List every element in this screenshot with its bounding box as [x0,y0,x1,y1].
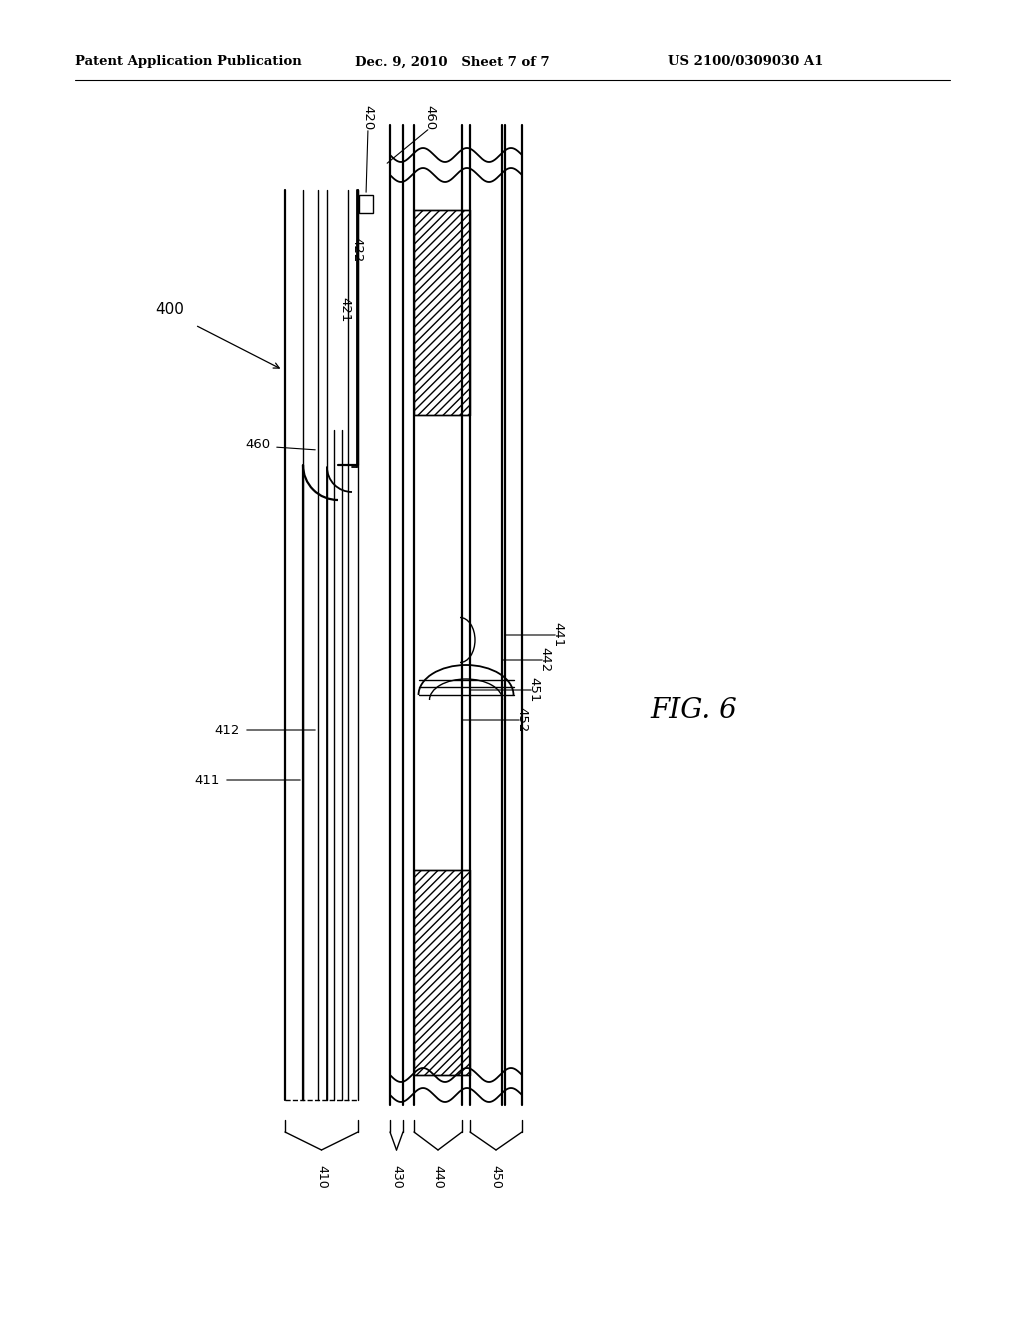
Text: 420: 420 [361,106,375,131]
Text: 440: 440 [431,1166,444,1189]
Text: 460: 460 [424,106,436,131]
Text: 442: 442 [539,647,552,673]
Bar [414,870,470,1074]
Text: 460: 460 [245,438,270,451]
Text: 410: 410 [315,1166,328,1189]
Text: US 2100/0309030 A1: US 2100/0309030 A1 [668,55,823,69]
Text: 430: 430 [390,1166,403,1189]
Text: 400: 400 [155,302,184,318]
Text: 412: 412 [215,723,240,737]
Text: 422: 422 [350,238,362,263]
Text: FIG. 6: FIG. 6 [650,697,736,723]
Bar [359,195,373,213]
Text: 411: 411 [195,774,220,787]
Text: 450: 450 [489,1166,503,1189]
Text: Dec. 9, 2010   Sheet 7 of 7: Dec. 9, 2010 Sheet 7 of 7 [355,55,550,69]
Text: Patent Application Publication: Patent Application Publication [75,55,302,69]
Text: 441: 441 [552,622,564,648]
Text: 451: 451 [527,677,541,702]
Text: 452: 452 [515,708,528,733]
Text: 421: 421 [338,297,351,322]
Bar [414,210,470,414]
